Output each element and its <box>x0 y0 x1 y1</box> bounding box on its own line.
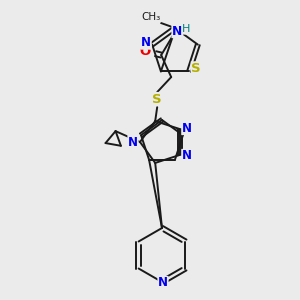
Text: N: N <box>182 149 192 162</box>
Text: S: S <box>191 62 201 75</box>
Text: N: N <box>172 25 182 38</box>
Text: N: N <box>158 277 168 290</box>
Text: O: O <box>140 45 151 58</box>
Text: N: N <box>128 136 138 148</box>
Text: S: S <box>152 93 162 106</box>
Text: N: N <box>182 122 192 135</box>
Text: H: H <box>182 24 190 34</box>
Text: N: N <box>141 36 151 49</box>
Text: CH₃: CH₃ <box>141 12 160 22</box>
